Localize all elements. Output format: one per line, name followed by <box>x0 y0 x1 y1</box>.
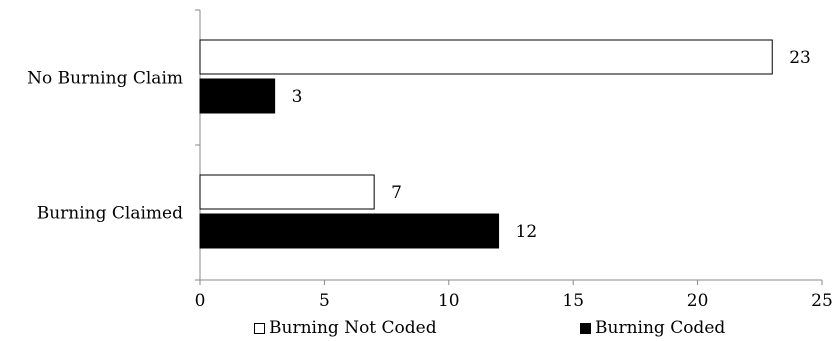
legend-label: Burning Not Coded <box>269 318 437 338</box>
data-label: 23 <box>789 48 811 68</box>
legend-swatch-outline-icon <box>254 322 265 334</box>
x-tick-label: 10 <box>438 291 460 311</box>
bar <box>199 213 500 249</box>
data-label: 7 <box>391 183 402 203</box>
legend-label: Burning Coded <box>595 318 726 338</box>
bar <box>199 39 773 75</box>
x-tick-label: 15 <box>562 291 584 311</box>
bar <box>199 78 276 114</box>
legend-item-burning-coded: Burning Coded <box>580 318 725 338</box>
category-label: No Burning Claim <box>27 69 183 89</box>
bars <box>199 39 773 249</box>
legend-item-burning-not-coded: Burning Not Coded <box>254 318 437 338</box>
x-tick-label: 25 <box>811 291 832 311</box>
x-tick-label: 5 <box>319 291 330 311</box>
bar <box>199 174 375 210</box>
labels: 0 5 10 15 20 25 No Burning Claim 23 3 Burning Cla… <box>27 48 832 311</box>
data-label: 12 <box>516 222 538 242</box>
category-label: Burning Claimed <box>37 204 183 224</box>
x-tick-label: 0 <box>195 291 206 311</box>
x-tick-label: 20 <box>687 291 709 311</box>
legend-swatch-filled-icon <box>580 322 591 334</box>
legend: Burning Not Coded Burning Coded <box>0 318 832 340</box>
data-label: 3 <box>292 87 303 107</box>
